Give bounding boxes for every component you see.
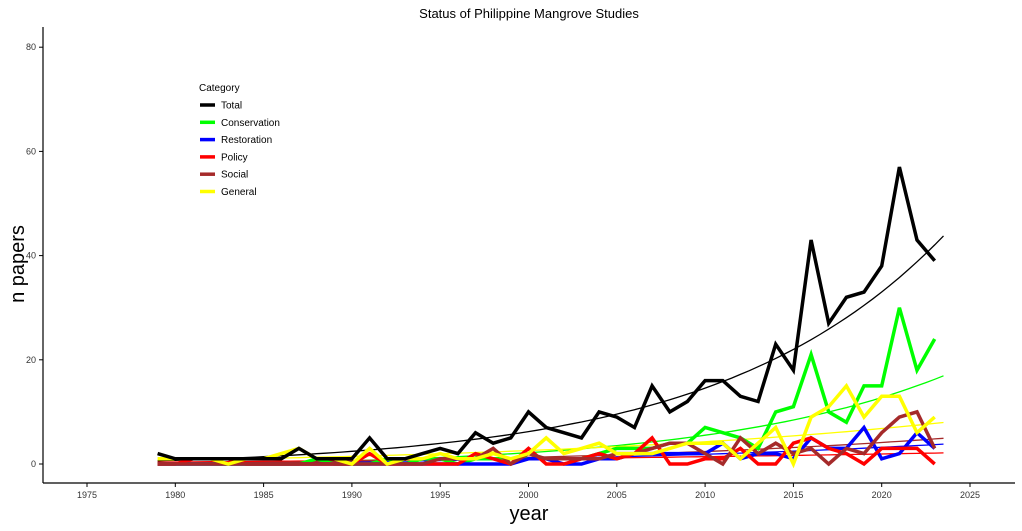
legend-label: Policy (221, 152, 248, 163)
x-axis-label: year (510, 503, 549, 525)
y-tick-label: 80 (26, 42, 36, 52)
legend-title: Category (199, 83, 240, 94)
y-tick-label: 40 (26, 251, 36, 261)
series-line-social (157, 409, 937, 467)
legend-label: Total (221, 101, 242, 112)
x-tick-label: 1975 (77, 490, 97, 500)
legend: Category Total Conservation Restoration Pol… (199, 83, 280, 198)
y-tick-label: 60 (26, 146, 36, 156)
x-tick-label: 2010 (695, 490, 715, 500)
x-tick-label: 2025 (960, 490, 980, 500)
x-tick-label: 1995 (430, 490, 450, 500)
trend-line-conservation (157, 375, 944, 466)
x-tick-label: 1980 (165, 490, 185, 500)
legend-label: General (221, 187, 257, 198)
x-tick-label: 1985 (254, 490, 274, 500)
y-tick-label: 0 (31, 459, 36, 469)
trend-line-general (157, 421, 944, 462)
series-line-general (157, 382, 936, 469)
x-tick-label: 1990 (342, 490, 362, 500)
x-tick-label: 2005 (607, 490, 627, 500)
x-tick-label: 2015 (783, 490, 803, 500)
series-line-total (157, 166, 937, 461)
y-axis-label: n papers (7, 225, 29, 303)
trend-line-social (157, 437, 944, 465)
y-tick-label: 20 (26, 355, 36, 365)
legend-label: Social (221, 170, 248, 181)
legend-label: Restoration (221, 135, 272, 146)
x-tick-label: 2000 (518, 490, 538, 500)
x-tick-label: 2020 (872, 490, 892, 500)
legend-label: Conservation (221, 118, 280, 129)
chart-title: Status of Philippine Mangrove Studies (419, 6, 639, 21)
